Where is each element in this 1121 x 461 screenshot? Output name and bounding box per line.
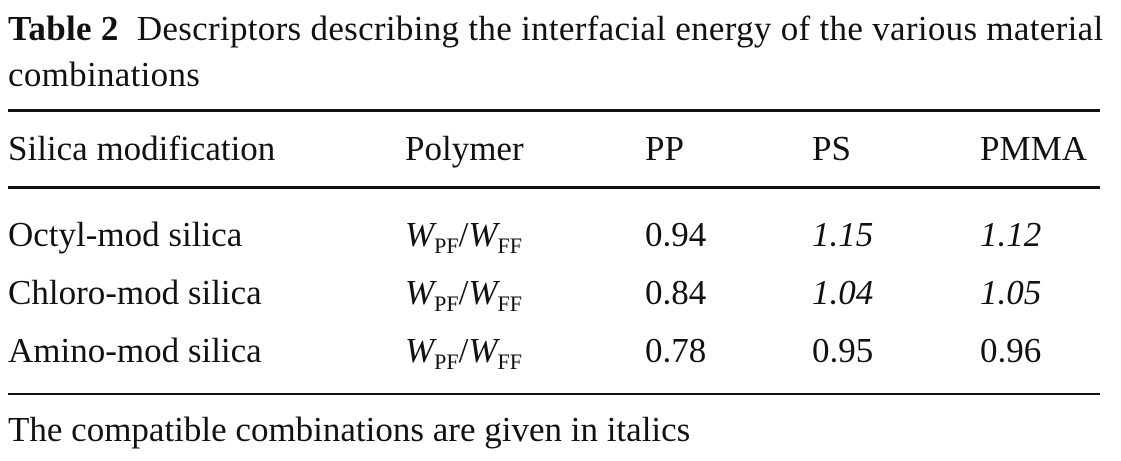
- header-pp: PP: [645, 129, 684, 168]
- table-caption: Table 2 Descriptors describing the inter…: [8, 6, 1108, 98]
- header-rule: [8, 186, 1100, 189]
- header-pmma: PMMA: [980, 129, 1087, 168]
- header-ps: PS: [812, 129, 851, 168]
- cell-polymer-descriptor: WPF/WFF: [405, 215, 523, 258]
- cell-modification: Octyl-mod silica: [8, 215, 243, 254]
- cell-pmma: 1.12: [980, 215, 1042, 254]
- top-rule: [8, 109, 1100, 112]
- cell-pp: 0.94: [645, 215, 707, 254]
- cell-ps: 1.15: [812, 215, 874, 254]
- cell-modification: Amino-mod silica: [8, 331, 262, 370]
- table-footnote: The compatible combinations are given in…: [8, 410, 691, 449]
- header-polymer: Polymer: [405, 129, 524, 168]
- table-label: Table 2: [8, 9, 119, 48]
- cell-ps: 1.04: [812, 273, 874, 312]
- cell-pp: 0.84: [645, 273, 707, 312]
- cell-modification: Chloro-mod silica: [8, 273, 262, 312]
- table-caption-text: Descriptors describing the interfacial e…: [8, 9, 1104, 94]
- header-silica-modification: Silica modification: [8, 129, 276, 168]
- cell-ps: 0.95: [812, 331, 874, 370]
- cell-pp: 0.78: [645, 331, 707, 370]
- cell-polymer-descriptor: WPF/WFF: [405, 331, 523, 374]
- cell-polymer-descriptor: WPF/WFF: [405, 273, 523, 316]
- cell-pmma: 1.05: [980, 273, 1042, 312]
- bottom-rule: [8, 393, 1100, 395]
- cell-pmma: 0.96: [980, 331, 1042, 370]
